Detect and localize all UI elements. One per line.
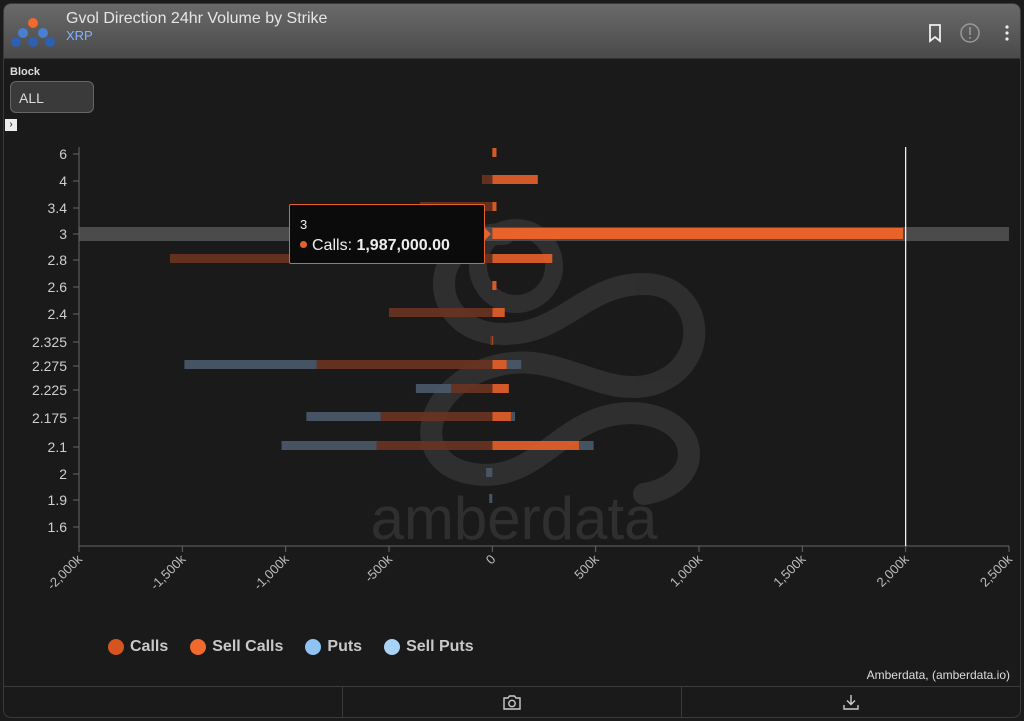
asset-subtitle[interactable]: XRP xyxy=(66,28,93,43)
y-tick-label: 2.8 xyxy=(48,252,68,268)
tooltip-series-dot-icon xyxy=(300,241,307,248)
bar-calls xyxy=(492,202,497,211)
bar-puts xyxy=(579,441,594,450)
x-tick-label: 1,000k xyxy=(667,551,706,590)
chart-legend: Calls Sell Calls Puts Sell Puts xyxy=(108,638,474,656)
tooltip-row: Calls: 1,987,000.00 xyxy=(300,237,450,255)
y-tick-label: 2.225 xyxy=(32,382,67,398)
widget-frame: Gvol Direction 24hr Volume by Strike XRP… xyxy=(3,3,1021,718)
tooltip-value: 1,987,000.00 xyxy=(356,237,450,254)
bar-sell-puts xyxy=(306,412,381,421)
legend-item-sell-calls[interactable]: Sell Calls xyxy=(190,638,283,656)
more-menu-icon[interactable] xyxy=(996,22,1018,44)
bar-calls xyxy=(492,254,553,263)
camera-icon xyxy=(503,695,521,710)
chart-tooltip: 3 Calls: 1,987,000.00 xyxy=(289,204,485,264)
data-credit[interactable]: Amberdata, (amberdata.io) xyxy=(866,668,1010,682)
bar-sell-calls xyxy=(490,336,493,345)
download-icon xyxy=(843,695,859,710)
y-tick-label: 2.4 xyxy=(48,306,68,322)
bookmark-icon[interactable] xyxy=(924,22,946,44)
bar-sell-puts xyxy=(281,441,377,450)
expand-chevron-icon[interactable]: › xyxy=(5,119,17,131)
bar-calls xyxy=(492,441,580,450)
x-tick-label: 2,000k xyxy=(874,551,913,590)
legend-item-sell-puts[interactable]: Sell Puts xyxy=(384,638,474,656)
bar-calls xyxy=(492,148,497,157)
tooltip-series: Calls xyxy=(312,237,348,254)
y-tick-label: 1.9 xyxy=(48,492,68,508)
x-tick-label: -1,000k xyxy=(251,551,293,593)
bar-puts xyxy=(510,412,516,421)
y-tick-label: 3.4 xyxy=(48,200,68,216)
legend-label-calls: Calls xyxy=(130,638,169,655)
legend-swatch-calls xyxy=(108,639,124,655)
bar-sell-calls xyxy=(451,384,493,393)
bar-calls xyxy=(492,308,505,317)
legend-item-puts[interactable]: Puts xyxy=(305,638,362,656)
strike-volume-chart: amberdata 6 4 3.4 3 2.8 2.6 2.4 2.325 2.275 2.225… xyxy=(32,146,1016,593)
bar-calls xyxy=(492,360,507,369)
bar-puts xyxy=(506,360,522,369)
amberdata-watermark: amberdata xyxy=(371,219,706,552)
legend-label-sell-calls: Sell Calls xyxy=(212,638,284,655)
watermark-text: amberdata xyxy=(371,485,658,552)
bar-sell-calls xyxy=(482,175,493,184)
y-tick-label: 1.6 xyxy=(48,519,68,535)
y-tick-label: 2.275 xyxy=(32,358,67,374)
bar-sell-puts xyxy=(489,494,493,503)
bar-calls xyxy=(492,175,538,184)
widget-header: Gvol Direction 24hr Volume by Strike XRP xyxy=(4,4,1020,59)
y-tick-label: 4 xyxy=(59,173,67,189)
x-tick-label: 500k xyxy=(571,551,602,582)
bar-calls xyxy=(492,228,903,239)
footer-cell-empty xyxy=(4,687,343,717)
bar-sell-calls xyxy=(389,308,493,317)
legend-label-sell-puts: Sell Puts xyxy=(406,638,474,655)
x-tick-label: 1,500k xyxy=(770,551,809,590)
tooltip-category: 3 xyxy=(300,217,308,232)
bar-sell-calls xyxy=(380,412,493,421)
bar-sell-puts xyxy=(415,384,451,393)
legend-swatch-sell-puts xyxy=(384,639,401,655)
bar-sell-puts xyxy=(184,360,317,369)
y-tick-label: 2.1 xyxy=(48,439,68,455)
x-tick-label: -1,500k xyxy=(147,551,189,593)
bar-calls xyxy=(492,384,509,393)
block-select[interactable]: ALL xyxy=(10,81,94,113)
info-icon[interactable] xyxy=(959,22,981,44)
bar-calls xyxy=(492,412,511,421)
widget-footer xyxy=(4,686,1020,717)
block-label: Block xyxy=(10,66,40,78)
legend-label-puts: Puts xyxy=(327,638,363,655)
screenshot-button[interactable] xyxy=(343,687,682,717)
y-tick-label: 2 xyxy=(59,466,67,482)
y-tick-label: 6 xyxy=(59,146,67,162)
tooltip-arrow-icon xyxy=(484,227,491,241)
legend-swatch-puts xyxy=(305,639,322,655)
x-tick-label: 2,500k xyxy=(977,551,1016,590)
bar-sell-calls xyxy=(316,360,493,369)
download-button[interactable] xyxy=(682,687,1020,717)
bar-sell-puts xyxy=(486,468,493,477)
y-tick-label: 3 xyxy=(59,226,67,242)
bar-calls xyxy=(492,281,497,290)
x-tick-label: -2,000k xyxy=(44,551,86,593)
x-tick-label: -500k xyxy=(362,551,396,585)
legend-swatch-sell-calls xyxy=(190,639,207,655)
bar-sell-calls xyxy=(376,441,493,450)
y-tick-label: 2.6 xyxy=(48,279,68,295)
y-tick-label: 2.325 xyxy=(32,334,67,350)
bar-calls xyxy=(492,336,494,345)
y-tick-label: 2.175 xyxy=(32,410,67,426)
x-tick-label: 0 xyxy=(483,552,499,568)
widget-title: Gvol Direction 24hr Volume by Strike xyxy=(66,10,328,27)
legend-item-calls[interactable]: Calls xyxy=(108,638,168,656)
amberdata-logo-icon xyxy=(11,18,55,47)
